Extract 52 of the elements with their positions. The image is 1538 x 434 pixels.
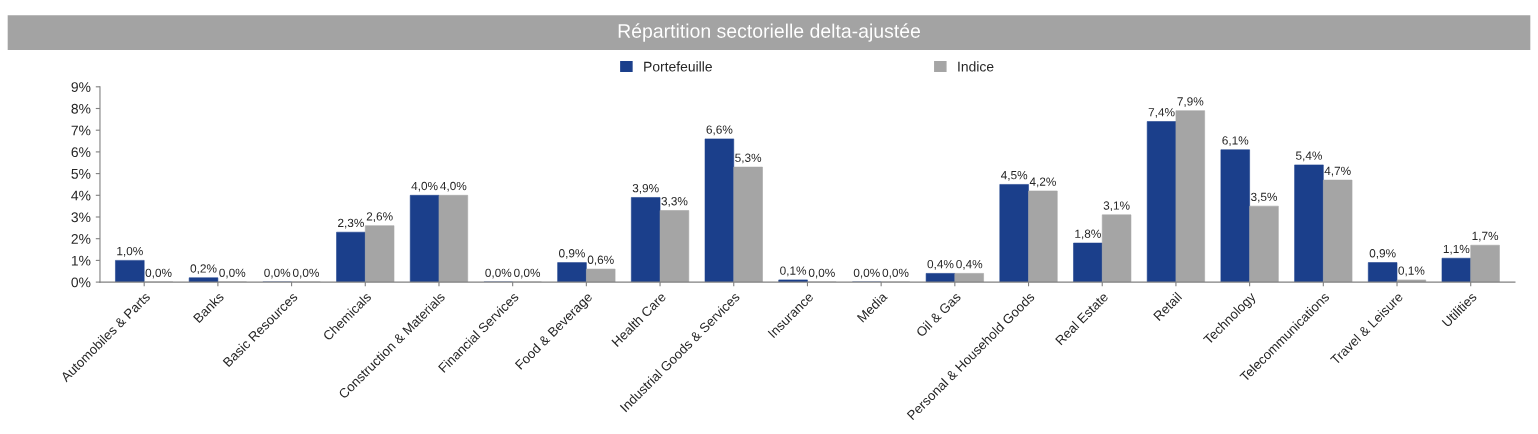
data-label: 3,1% bbox=[1103, 201, 1130, 212]
data-label: 0,0% bbox=[853, 268, 880, 279]
y-tick-label: 9% bbox=[71, 82, 91, 92]
data-label: 0,0% bbox=[264, 268, 291, 279]
y-tick-label: 2% bbox=[71, 234, 91, 244]
y-tick-label: 4% bbox=[71, 190, 91, 201]
data-label: 0,2% bbox=[190, 264, 217, 275]
data-label: 2,3% bbox=[338, 218, 364, 229]
data-label: 1,7% bbox=[1472, 231, 1499, 242]
data-label: 3,9% bbox=[632, 184, 659, 194]
data-label: 7,4% bbox=[1148, 108, 1175, 118]
data-label: 0,0% bbox=[485, 268, 512, 279]
data-label: 0,4% bbox=[927, 259, 954, 270]
data-label: 3,5% bbox=[1250, 192, 1278, 203]
y-tick-label: 1% bbox=[71, 255, 91, 266]
data-label: 0,4% bbox=[956, 259, 983, 270]
y-tick-label: 5% bbox=[71, 168, 91, 179]
data-label: 1,1% bbox=[1443, 244, 1470, 255]
data-label: 5,4% bbox=[1295, 151, 1322, 162]
data-label: 4,7% bbox=[1324, 166, 1351, 177]
data-label: 3,3% bbox=[661, 197, 688, 207]
data-label: 7,9% bbox=[1177, 97, 1204, 107]
data-label: 0,0% bbox=[292, 268, 319, 279]
data-label: 1,8% bbox=[1075, 229, 1101, 240]
data-label: 0,9% bbox=[1369, 249, 1396, 259]
data-label: 4,2% bbox=[1029, 177, 1056, 188]
y-tick-label: 3% bbox=[71, 212, 91, 223]
data-label: 0,0% bbox=[882, 268, 909, 279]
data-label: 6,1% bbox=[1222, 136, 1249, 147]
data-label: 4,0% bbox=[440, 181, 467, 192]
data-label: 2,6% bbox=[366, 212, 393, 222]
legend-label: Indice bbox=[958, 61, 994, 72]
data-label: 4,5% bbox=[1000, 171, 1028, 181]
data-label: 0,0% bbox=[808, 268, 835, 279]
data-label: 0,9% bbox=[559, 249, 586, 259]
y-tick-label: 6% bbox=[71, 147, 91, 158]
data-label: 0,0% bbox=[219, 268, 246, 279]
legend-label: Portefeuille bbox=[644, 61, 712, 72]
y-tick-label: 7% bbox=[71, 125, 91, 136]
y-tick-label: 0% bbox=[71, 277, 91, 288]
data-label: 6,6% bbox=[706, 125, 733, 136]
y-tick-label: 8% bbox=[71, 103, 91, 114]
data-label: 0,0% bbox=[514, 268, 541, 279]
data-label: 0,1% bbox=[780, 266, 807, 277]
data-label: 0,6% bbox=[587, 255, 614, 266]
chart-title: Répartition sectorielle delta-ajustée bbox=[618, 23, 920, 42]
data-label: 0,1% bbox=[1398, 266, 1425, 277]
x-tick-label: Oil & Gas bbox=[915, 291, 962, 338]
data-label: 5,3% bbox=[735, 153, 762, 164]
data-label: 0,0% bbox=[145, 268, 172, 279]
data-label: 4,0% bbox=[411, 181, 438, 192]
data-label: 1,0% bbox=[117, 246, 143, 257]
